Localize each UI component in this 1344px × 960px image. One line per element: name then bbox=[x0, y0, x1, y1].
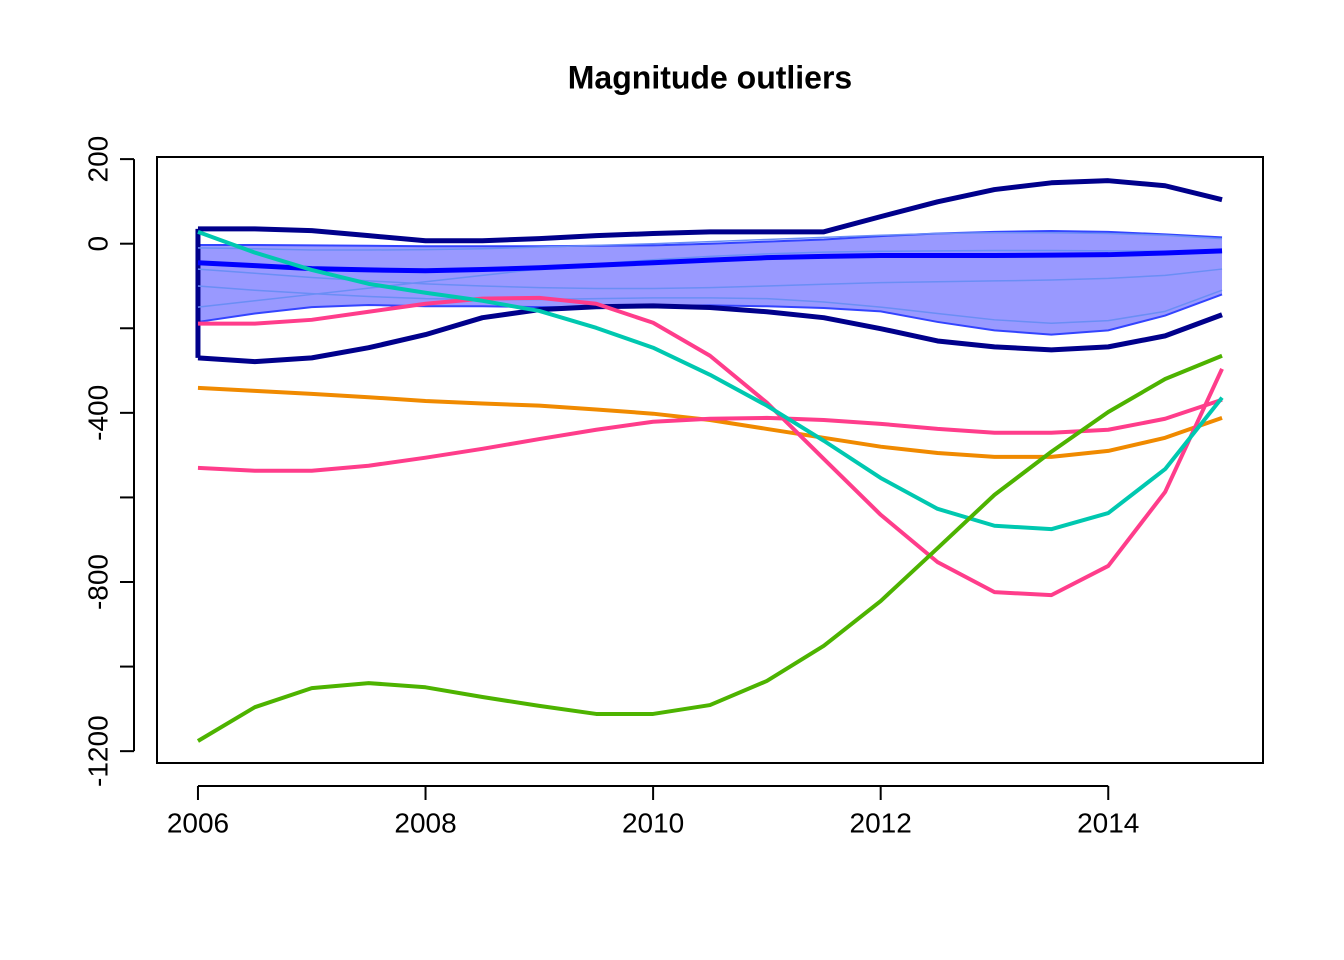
series-line bbox=[197, 229, 1224, 532]
x-tick-label: 2006 bbox=[167, 807, 229, 838]
series-line bbox=[197, 248, 1223, 274]
x-tick-label: 2010 bbox=[622, 807, 684, 838]
series-line bbox=[197, 285, 1223, 324]
y-tick-label: 200 bbox=[82, 136, 113, 183]
central-region-edge bbox=[197, 230, 1223, 248]
x-tick-label: 2014 bbox=[1077, 807, 1139, 838]
series-line bbox=[197, 397, 1223, 473]
series-line bbox=[197, 249, 1223, 308]
series-line bbox=[197, 268, 1223, 290]
series-line bbox=[196, 353, 1223, 743]
series-line bbox=[197, 303, 1223, 365]
series-line bbox=[197, 231, 1223, 251]
y-tick-label: 0 bbox=[82, 236, 113, 252]
x-tick-label: 2008 bbox=[394, 807, 456, 838]
y-tick-label: -1200 bbox=[82, 715, 113, 787]
y-tick-label: -800 bbox=[82, 554, 113, 610]
series-line bbox=[197, 178, 1223, 244]
series-line bbox=[197, 295, 1224, 598]
plot-frame bbox=[156, 156, 1264, 764]
chart-title: Magnitude outliers bbox=[568, 59, 852, 95]
y-tick-label: -400 bbox=[82, 385, 113, 441]
x-tick-label: 2012 bbox=[850, 807, 912, 838]
